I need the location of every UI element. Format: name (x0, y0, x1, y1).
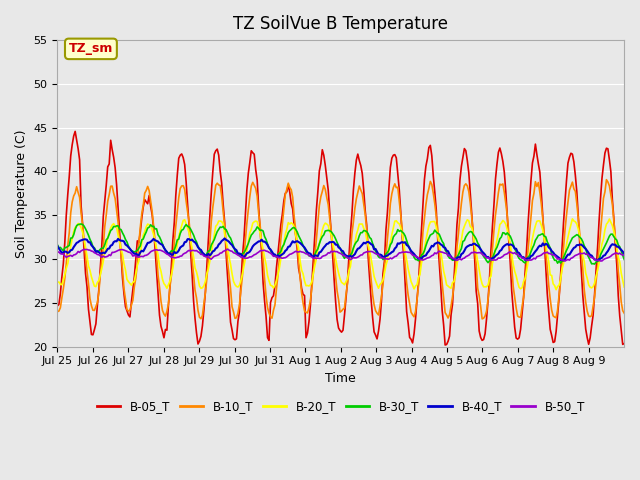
Line: B-05_T: B-05_T (58, 132, 624, 345)
B-20_T (345, 268, 353, 274)
B-30_T (347, 252, 355, 258)
Legend: B-05_T, B-10_T, B-20_T, B-30_T, B-40_T, B-50_T: B-05_T, B-10_T, B-20_T, B-30_T, B-40_T, … (92, 396, 589, 418)
B-50_T (619, 252, 627, 258)
B-10_T (543, 264, 551, 270)
B-10_T (90, 308, 98, 313)
X-axis label: Time: Time (325, 372, 356, 385)
B-40_T (619, 249, 627, 254)
B-10_T (345, 268, 353, 274)
B-40_T (221, 236, 228, 241)
B-10_T (73, 184, 81, 190)
B-10_T (458, 200, 465, 206)
B-10_T (603, 177, 611, 182)
B-50_T (561, 258, 569, 264)
B-20_T (620, 284, 628, 290)
B-05_T (347, 231, 355, 237)
B-50_T (54, 250, 61, 255)
Y-axis label: Soil Temperature (C): Soil Temperature (C) (15, 129, 28, 258)
B-10_T (54, 309, 61, 314)
B-20_T (552, 287, 560, 292)
B-05_T (92, 321, 100, 327)
B-30_T (543, 239, 551, 245)
B-30_T (54, 242, 61, 248)
B-30_T (73, 223, 81, 228)
B-30_T (619, 252, 627, 258)
B-30_T (591, 261, 598, 267)
B-20_T (568, 216, 576, 222)
B-50_T (543, 249, 551, 255)
B-40_T (559, 258, 567, 264)
B-05_T (442, 342, 449, 348)
B-10_T (619, 308, 627, 313)
B-40_T (459, 251, 467, 256)
B-40_T (90, 246, 98, 252)
B-10_T (478, 316, 486, 322)
B-50_T (620, 252, 628, 258)
B-50_T (347, 257, 355, 263)
B-05_T (620, 341, 628, 347)
B-05_T (71, 129, 79, 134)
B-30_T (459, 239, 467, 244)
B-05_T (74, 146, 82, 152)
Line: B-10_T: B-10_T (58, 180, 624, 319)
B-05_T (619, 342, 627, 348)
B-20_T (73, 224, 81, 229)
Line: B-50_T: B-50_T (58, 249, 624, 261)
B-20_T (458, 237, 465, 243)
B-05_T (461, 146, 468, 152)
B-40_T (543, 242, 551, 248)
Text: TZ_sm: TZ_sm (68, 42, 113, 55)
B-10_T (620, 310, 628, 316)
Line: B-20_T: B-20_T (58, 219, 624, 289)
B-50_T (224, 246, 232, 252)
B-40_T (620, 251, 628, 257)
B-20_T (90, 283, 98, 289)
B-05_T (545, 309, 552, 314)
Title: TZ SoilVue B Temperature: TZ SoilVue B Temperature (234, 15, 448, 33)
B-30_T (92, 248, 100, 253)
Line: B-40_T: B-40_T (58, 239, 624, 261)
B-40_T (73, 240, 81, 246)
B-40_T (54, 243, 61, 249)
B-05_T (54, 303, 61, 309)
B-30_T (77, 221, 85, 227)
B-50_T (459, 256, 467, 262)
B-30_T (620, 256, 628, 262)
B-50_T (90, 250, 98, 256)
B-40_T (347, 253, 355, 259)
Line: B-30_T: B-30_T (58, 224, 624, 264)
B-20_T (619, 277, 627, 283)
B-50_T (73, 251, 81, 256)
B-20_T (542, 241, 550, 247)
B-20_T (54, 279, 61, 285)
